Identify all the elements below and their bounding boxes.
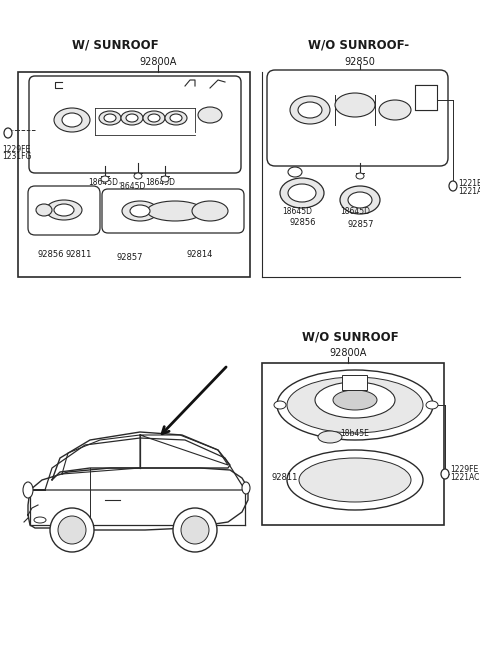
Ellipse shape: [126, 114, 138, 122]
Text: 92856: 92856: [38, 250, 64, 259]
Ellipse shape: [54, 108, 90, 132]
Ellipse shape: [288, 167, 302, 177]
Text: 18645D: 18645D: [145, 178, 175, 187]
Text: 92800A: 92800A: [139, 57, 177, 67]
Bar: [18, 72, 250, 277]
Ellipse shape: [277, 370, 433, 440]
Ellipse shape: [34, 517, 46, 523]
Text: 18645D: 18645D: [340, 207, 370, 216]
Bar: [262, 363, 444, 525]
Text: W/O SUNROOF-: W/O SUNROOF-: [308, 38, 409, 51]
Ellipse shape: [426, 401, 438, 409]
FancyBboxPatch shape: [102, 189, 244, 233]
Ellipse shape: [173, 508, 217, 552]
Ellipse shape: [122, 201, 158, 221]
Ellipse shape: [298, 102, 322, 118]
Text: 92811: 92811: [66, 250, 92, 259]
Text: 1229FE: 1229FE: [2, 145, 30, 154]
FancyBboxPatch shape: [29, 76, 241, 173]
Ellipse shape: [170, 114, 182, 122]
Text: 92814: 92814: [187, 250, 213, 259]
Ellipse shape: [379, 100, 411, 120]
Ellipse shape: [58, 516, 86, 544]
Text: 1221AC: 1221AC: [450, 474, 480, 482]
Ellipse shape: [62, 113, 82, 127]
Ellipse shape: [36, 204, 52, 216]
Ellipse shape: [121, 111, 143, 125]
Text: 92857: 92857: [347, 220, 373, 229]
Ellipse shape: [23, 482, 33, 498]
Ellipse shape: [441, 469, 449, 479]
Ellipse shape: [50, 508, 94, 552]
Ellipse shape: [340, 186, 380, 214]
Ellipse shape: [147, 201, 203, 221]
Ellipse shape: [242, 482, 250, 494]
Ellipse shape: [290, 96, 330, 124]
Ellipse shape: [104, 114, 116, 122]
Ellipse shape: [335, 93, 375, 117]
Text: 18645D: 18645D: [88, 178, 118, 187]
Ellipse shape: [274, 401, 286, 409]
Bar: [415, 85, 437, 110]
Text: 92811: 92811: [272, 474, 299, 482]
Text: 92800A: 92800A: [329, 348, 367, 358]
Ellipse shape: [99, 111, 121, 125]
Ellipse shape: [54, 204, 74, 216]
Ellipse shape: [101, 176, 109, 182]
Text: 1221AC: 1221AC: [458, 187, 480, 196]
Ellipse shape: [356, 173, 364, 179]
Text: 1231FG: 1231FG: [2, 152, 31, 161]
Ellipse shape: [449, 181, 457, 191]
Text: 92856: 92856: [290, 218, 316, 227]
Ellipse shape: [280, 178, 324, 208]
Ellipse shape: [181, 516, 209, 544]
FancyBboxPatch shape: [28, 186, 100, 235]
Ellipse shape: [333, 390, 377, 410]
Ellipse shape: [318, 431, 342, 443]
Text: 18645D: 18645D: [282, 207, 312, 216]
Text: W/ SUNROOF: W/ SUNROOF: [72, 38, 158, 51]
Ellipse shape: [192, 201, 228, 221]
Ellipse shape: [299, 458, 411, 502]
Ellipse shape: [134, 173, 142, 179]
Text: 1221EE: 1221EE: [458, 179, 480, 187]
Ellipse shape: [46, 200, 82, 220]
Ellipse shape: [287, 377, 423, 433]
Text: '8645D: '8645D: [118, 182, 145, 191]
Ellipse shape: [148, 114, 160, 122]
Ellipse shape: [348, 192, 372, 208]
Text: W/O SUNROOF: W/O SUNROOF: [302, 330, 398, 343]
FancyBboxPatch shape: [267, 70, 448, 166]
Ellipse shape: [161, 176, 169, 182]
Ellipse shape: [315, 382, 395, 418]
Ellipse shape: [4, 128, 12, 138]
Text: 92857: 92857: [117, 253, 143, 262]
Ellipse shape: [130, 205, 150, 217]
Ellipse shape: [287, 450, 423, 510]
Text: 18b45E: 18b45E: [340, 430, 369, 438]
Ellipse shape: [165, 111, 187, 125]
Bar: [342, 375, 367, 390]
Text: 1229FE: 1229FE: [450, 466, 478, 474]
Ellipse shape: [198, 107, 222, 123]
Ellipse shape: [143, 111, 165, 125]
Text: 92850: 92850: [345, 57, 375, 67]
Ellipse shape: [288, 184, 316, 202]
